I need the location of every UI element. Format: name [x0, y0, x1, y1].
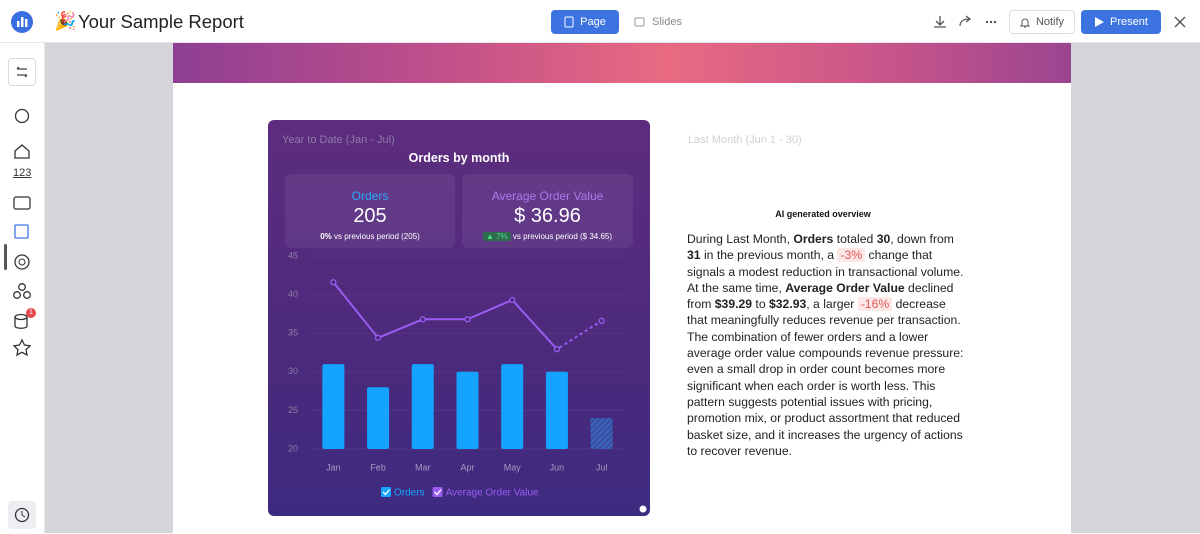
page-tab[interactable]: Page — [551, 10, 619, 34]
x-tick-label: Apr — [460, 462, 474, 472]
point — [553, 346, 561, 353]
slides-tab[interactable]: Slides — [622, 10, 694, 34]
legend-label: Average Order Value — [446, 488, 539, 499]
y-tick-label: 30 — [288, 366, 298, 376]
text: in the previous month, a — [700, 248, 838, 263]
point — [419, 316, 426, 323]
x-tick-label: Jul — [596, 462, 608, 472]
number: $32.93 — [768, 297, 807, 312]
text: to — [752, 297, 769, 312]
kpi-card: Orders 205 0% vs previous period (205) — [285, 174, 455, 248]
badge: 1 — [26, 308, 36, 318]
x-tick-label: Jan — [326, 462, 341, 472]
header: 🎉 Your Sample Report Page Slides Notify … — [0, 0, 1200, 43]
toggle-button[interactable] — [8, 58, 36, 86]
number: 30 — [876, 232, 891, 246]
y-tick-label: 45 — [288, 250, 298, 260]
report-title: Your Sample Report — [78, 11, 244, 32]
change: -3% — [837, 248, 866, 263]
overview-text: During Last Month, Orders totaled 30, do… — [687, 231, 967, 459]
bar — [411, 364, 434, 449]
info-icon[interactable] — [639, 505, 647, 513]
sidebar-icons[interactable] — [12, 107, 32, 367]
text: , a larger — [806, 297, 858, 312]
point — [330, 279, 337, 286]
text: , down from — [890, 232, 954, 246]
toolbar-icons[interactable] — [932, 14, 1012, 30]
period-label[interactable]: Year to Date (Jan - Jul) — [282, 134, 395, 146]
kpi-value: $ 36.96 — [514, 205, 581, 227]
present-button[interactable]: Present — [1081, 10, 1161, 34]
bar — [456, 371, 479, 449]
bar — [545, 371, 568, 449]
chart-card: Year to Date (Jan - Jul) Orders by month… — [268, 120, 650, 516]
x-tick-label: Mar — [415, 462, 431, 472]
legend-label: Orders — [394, 488, 425, 499]
metric: Average Order Value — [785, 280, 905, 295]
tab-label: Page — [580, 16, 606, 28]
chart: 20 25 30 35 40 45 Jan Feb Mar Apr May Jun Jul Orders A… — [288, 250, 647, 513]
number: $39.29 — [714, 297, 753, 312]
present-label: Present — [1110, 16, 1148, 28]
text: declined from — [687, 280, 954, 312]
y-tick-label: 35 — [288, 328, 298, 338]
bar — [367, 387, 390, 449]
kpi-card: Average Order Value $ 36.96 ▲ 7% vs prev… — [462, 174, 633, 248]
line — [332, 281, 603, 351]
overview-heading: AI generated overview — [775, 209, 871, 219]
emoji: 🎉 — [54, 11, 77, 31]
x-tick-label: Jun — [550, 462, 565, 472]
legend-check — [434, 489, 442, 496]
notify-label: Notify — [1035, 16, 1065, 28]
y-tick-label: 20 — [288, 443, 298, 453]
point — [374, 334, 382, 341]
sidebar: 123 1 — [0, 43, 45, 533]
kpi-label: Orders — [351, 189, 389, 203]
notify-button[interactable]: Notify — [1009, 10, 1075, 34]
point — [464, 316, 471, 323]
y-tick-label: 25 — [288, 405, 298, 415]
legend-check — [382, 489, 391, 496]
kpi-label: Average Order Value — [491, 189, 604, 203]
bar — [590, 418, 613, 449]
y-tick-label: 40 — [288, 289, 298, 299]
text: totaled — [833, 232, 877, 246]
close-icon[interactable] — [1173, 15, 1187, 29]
legend-swatch — [381, 487, 391, 497]
logo — [11, 11, 33, 33]
banner — [173, 43, 1071, 83]
kpi-comparison: vs previous period (205) — [333, 232, 420, 241]
point — [598, 317, 605, 324]
text: decrease that meaningfully reduces reven… — [687, 297, 964, 458]
period-label[interactable]: Last Month (Jun 1 - 30) — [688, 134, 802, 146]
chart-title: Orders by month — [408, 151, 510, 165]
kpi-comparison: vs previous period ($ 34.65) — [512, 232, 613, 241]
kpi-value: 205 — [353, 205, 387, 227]
text: During Last Month, — [687, 232, 794, 246]
kpi-change: 0% — [320, 232, 332, 241]
x-tick-label: May — [504, 462, 522, 472]
history-button[interactable] — [8, 501, 36, 529]
bar — [501, 364, 524, 449]
metric: Orders — [793, 232, 834, 246]
change: -16% — [857, 297, 893, 312]
legend-swatch — [432, 487, 443, 497]
point — [509, 296, 516, 304]
bar — [322, 364, 345, 449]
x-tick-label: Feb — [370, 462, 386, 472]
number: 31 — [687, 248, 701, 263]
active-indicator — [4, 244, 7, 270]
tab-label: Slides — [652, 16, 682, 28]
kpi-change: ▲ 7% — [482, 232, 511, 241]
text: change that signals a modest reduction i… — [687, 248, 964, 295]
numbers-icon[interactable]: 123 — [13, 167, 32, 179]
